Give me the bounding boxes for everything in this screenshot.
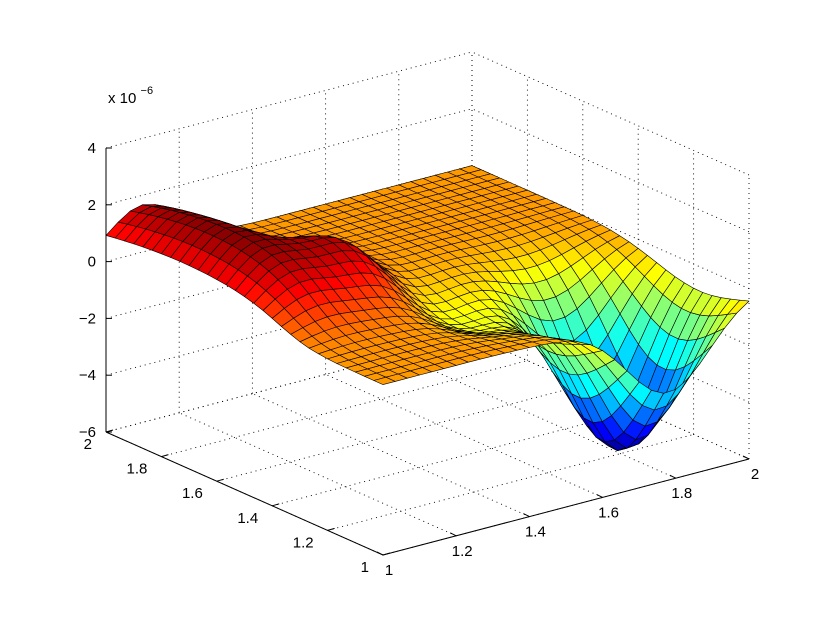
z-tick-label: 4 — [88, 140, 96, 157]
y-tick-mark — [161, 454, 169, 458]
back-wall-grid-line-z — [105, 108, 473, 206]
y-tick-mark — [382, 552, 391, 556]
x-tick-mark — [596, 493, 603, 498]
side-wall-grid-line-z — [471, 335, 750, 460]
y-tick-label: 1.6 — [182, 485, 203, 502]
x-tick-label: 1.2 — [452, 543, 473, 560]
back-wall-grid-line-z — [105, 51, 473, 149]
side-wall-grid-line-z — [471, 108, 750, 233]
x-tick-mark — [523, 513, 530, 518]
z-multiplier-label: x 10 −6 — [108, 85, 153, 107]
z-multiplier-exponent: −6 — [141, 85, 154, 97]
x-tick-label: 1.4 — [525, 524, 546, 541]
floor-grid-line-y — [327, 433, 694, 531]
y-tick-mark — [327, 527, 335, 531]
y-tick-label: 1.4 — [237, 510, 258, 527]
floor-grid-line-x — [398, 354, 676, 479]
y-tick-mark — [216, 478, 224, 482]
x-tick-mark — [742, 455, 750, 460]
floor-grid-line-x — [179, 412, 457, 537]
x-tick-label: 1.8 — [671, 485, 692, 502]
side-wall-grid-line-z — [471, 51, 750, 176]
x-tick-mark — [669, 474, 677, 479]
y-tick-label: 1.8 — [127, 461, 148, 478]
y-tick-label: 1.2 — [293, 534, 314, 551]
surface-patch — [727, 299, 750, 315]
y-tick-mark — [272, 503, 280, 507]
z-tick-label: −6 — [79, 424, 96, 441]
z-tick-label: 2 — [88, 197, 96, 214]
floor-grid-line-y — [272, 409, 639, 507]
floor-grid-line-y — [216, 384, 583, 482]
x-tick-label: 1.6 — [598, 504, 619, 521]
x-tick-label: 2 — [751, 466, 759, 483]
y-tick-label: 2 — [84, 436, 92, 453]
z-tick-label: −2 — [79, 310, 96, 327]
floor-grid-line-x — [252, 393, 530, 518]
floor-grid-line-x — [325, 373, 603, 498]
y-tick-label: 1 — [361, 559, 369, 576]
surface-mesh — [105, 165, 750, 452]
x-tick-mark — [376, 551, 384, 556]
side-wall-grid-line-z — [471, 165, 750, 290]
z-multiplier-base: x 10 — [108, 90, 136, 107]
y-axis-line — [105, 431, 384, 556]
axis-layer — [105, 147, 750, 556]
side-wall-grid-line-z — [471, 278, 750, 403]
z-tick-label: −4 — [79, 367, 96, 384]
x-tick-label: 1 — [385, 562, 393, 579]
z-tick-label: 0 — [88, 254, 96, 271]
floor-grid-line-y — [161, 360, 528, 458]
x-tick-mark — [449, 532, 457, 537]
x-axis-line — [382, 458, 750, 556]
